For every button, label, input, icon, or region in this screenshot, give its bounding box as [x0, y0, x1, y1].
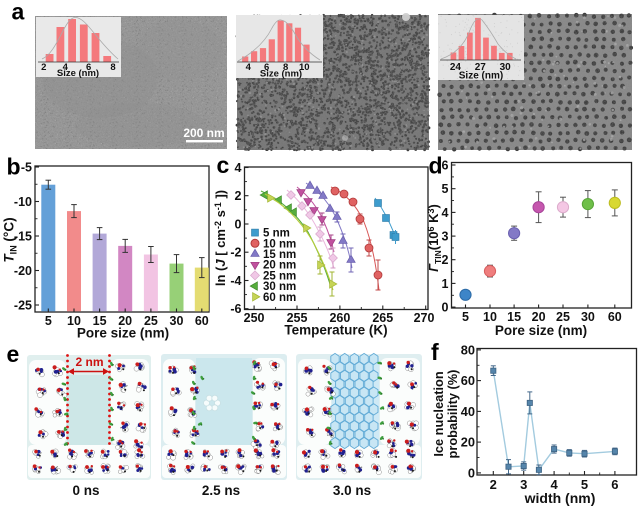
svg-text:8: 8 [283, 62, 288, 73]
svg-text:60 nm: 60 nm [263, 292, 296, 304]
svg-text:b: b [7, 154, 21, 180]
svg-text:30: 30 [581, 310, 595, 324]
svg-text:30: 30 [170, 314, 184, 328]
svg-text:f: f [431, 339, 439, 365]
svg-text:Temperature (K): Temperature (K) [284, 323, 387, 338]
svg-text:20: 20 [461, 435, 475, 450]
svg-text:4: 4 [235, 161, 242, 175]
svg-text:20: 20 [532, 310, 546, 324]
svg-text:d: d [429, 153, 443, 179]
svg-text:Pore size (nm): Pore size (nm) [495, 323, 587, 338]
svg-text:250: 250 [244, 311, 265, 325]
svg-text:10: 10 [299, 62, 310, 73]
svg-text:10: 10 [67, 314, 81, 328]
svg-text:4: 4 [63, 62, 69, 73]
svg-text:10 nm: 10 nm [263, 238, 296, 250]
svg-text:2: 2 [490, 477, 497, 492]
svg-text:-20: -20 [14, 264, 32, 278]
svg-text:30: 30 [500, 62, 512, 73]
svg-text:Pore size (nm): Pore size (nm) [77, 326, 169, 341]
svg-text:4: 4 [246, 62, 252, 73]
svg-text:15 nm: 15 nm [263, 249, 296, 261]
svg-text:6: 6 [442, 159, 449, 173]
svg-text:Ice nucleation: Ice nucleation [431, 371, 446, 457]
svg-text:60: 60 [195, 314, 209, 328]
svg-text:0: 0 [442, 301, 449, 315]
svg-text:2 nm: 2 nm [75, 355, 103, 369]
svg-text:6: 6 [86, 62, 91, 73]
svg-text:Size (nm): Size (nm) [57, 68, 99, 79]
svg-text:80: 80 [461, 342, 475, 357]
svg-text:ΓTIN(106 K3): ΓTIN(106 K3) [426, 204, 443, 272]
svg-text:6: 6 [264, 62, 269, 73]
svg-text:Size (nm): Size (nm) [260, 69, 302, 80]
svg-text:-10: -10 [14, 195, 32, 209]
svg-text:270: 270 [414, 311, 435, 325]
svg-text:2: 2 [235, 189, 242, 203]
svg-text:20 nm: 20 nm [263, 260, 296, 272]
svg-text:4: 4 [442, 206, 449, 220]
svg-text:4: 4 [550, 477, 558, 492]
svg-text:15: 15 [93, 314, 107, 328]
svg-text:-5: -5 [21, 161, 32, 175]
svg-text:8: 8 [110, 62, 115, 73]
svg-text:0: 0 [468, 465, 475, 480]
svg-text:265: 265 [372, 311, 393, 325]
svg-text:width (nm): width (nm) [524, 490, 596, 506]
svg-text:60: 60 [608, 310, 622, 324]
svg-text:c: c [217, 152, 230, 178]
svg-text:20: 20 [118, 314, 132, 328]
svg-text:25: 25 [556, 310, 570, 324]
svg-text:255: 255 [287, 311, 308, 325]
svg-text:-15: -15 [14, 230, 32, 244]
svg-text:a: a [12, 0, 25, 25]
svg-text:30 nm: 30 nm [263, 281, 296, 293]
svg-text:-6: -6 [230, 302, 241, 316]
svg-text:TIN (°C): TIN (°C) [2, 217, 19, 262]
svg-text:-4: -4 [230, 274, 241, 288]
svg-text:0: 0 [235, 218, 242, 232]
svg-text:27: 27 [475, 62, 487, 73]
svg-text:5: 5 [462, 310, 469, 324]
svg-text:60: 60 [461, 373, 475, 388]
svg-text:10: 10 [483, 310, 497, 324]
svg-text:ln (J [ cm-2 s-1 ]): ln (J [ cm-2 s-1 ]) [213, 190, 228, 286]
svg-text:-2: -2 [230, 246, 241, 260]
svg-text:5: 5 [45, 314, 52, 328]
svg-text:200 nm: 200 nm [183, 126, 224, 140]
svg-text:25: 25 [144, 314, 158, 328]
svg-text:25 nm: 25 nm [263, 270, 296, 282]
svg-text:40: 40 [461, 404, 475, 419]
svg-text:24: 24 [450, 62, 462, 73]
svg-text:-25: -25 [14, 299, 32, 313]
svg-text:0 ns: 0 ns [72, 483, 99, 498]
svg-text:3: 3 [442, 230, 449, 244]
svg-text:15: 15 [507, 310, 521, 324]
svg-text:2: 2 [41, 62, 46, 73]
svg-text:260: 260 [329, 311, 350, 325]
svg-text:6: 6 [611, 477, 618, 492]
svg-text:5: 5 [581, 477, 588, 492]
svg-text:2: 2 [442, 253, 449, 267]
svg-text:5 nm: 5 nm [263, 228, 290, 240]
svg-text:Size (nm): Size (nm) [459, 71, 503, 82]
svg-text:3: 3 [520, 477, 527, 492]
svg-text:probability (%): probability (%) [445, 370, 460, 459]
svg-text:1: 1 [442, 277, 449, 291]
svg-text:e: e [7, 341, 20, 367]
svg-text:5: 5 [442, 182, 449, 196]
